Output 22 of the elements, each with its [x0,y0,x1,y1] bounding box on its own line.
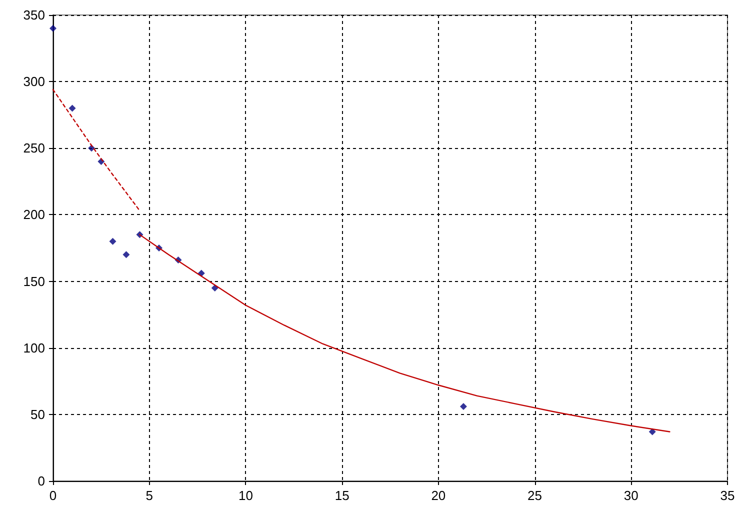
x-tick-label: 15 [334,488,350,503]
x-tick-label: 5 [146,488,153,503]
y-tick-label: 200 [23,207,45,222]
x-tick-label: 0 [49,488,57,503]
x-tick-label: 10 [238,488,253,503]
line-series [52,88,140,210]
y-tick-label: 250 [23,140,45,156]
x-tick-label: 25 [528,488,542,503]
y-tick-label: 300 [23,74,45,90]
y-tick-label: 100 [23,340,45,356]
y-tick-label: 150 [23,274,45,289]
point [109,238,116,245]
point [460,402,467,410]
y-tick-label: 50 [30,406,45,422]
y-tick-label: 350 [23,8,45,22]
x-tick-label: 20 [431,488,446,503]
x-tick-label: 30 [624,488,638,503]
point [68,104,76,112]
point [50,24,56,32]
x-tick-label: 35 [720,488,735,503]
y-tick-label: 0 [38,474,45,488]
point [122,251,130,258]
